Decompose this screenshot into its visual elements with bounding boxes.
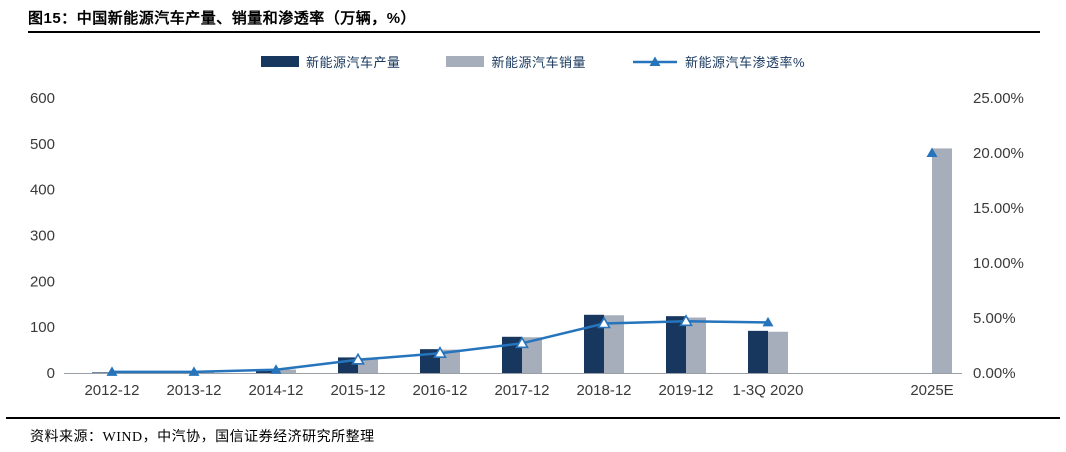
bar-production-2018-12 xyxy=(584,314,604,373)
bar-sales-1-3Q-2020 xyxy=(768,331,788,373)
penetration-marker-2017-12 xyxy=(515,336,529,349)
penetration-marker-1-3Q-2020 xyxy=(762,316,774,327)
legend-label-sales: 新能源汽车销量 xyxy=(491,55,586,70)
bar-sales-2019-12 xyxy=(686,317,706,373)
line-triangle-swatch-icon xyxy=(632,56,677,66)
right-axis-tick: 15.00% xyxy=(973,200,1024,217)
x-axis-label: 2017-12 xyxy=(494,382,549,399)
x-axis-label: 2015-12 xyxy=(330,382,385,399)
x-axis-label: 2012-12 xyxy=(84,382,139,399)
left-axis-tick: 0 xyxy=(47,365,55,382)
bar-sales-2018-12 xyxy=(604,315,624,373)
title-divider xyxy=(28,31,1040,33)
right-axis-tick: 10.00% xyxy=(973,255,1024,272)
x-axis-label: 2016-12 xyxy=(412,382,467,399)
right-axis-tick: 25.00% xyxy=(973,90,1024,107)
penetration-marker-2018-12 xyxy=(597,316,611,329)
legend-item-penetration: 新能源汽车渗透率% xyxy=(632,52,805,71)
x-axis-label: 2019-12 xyxy=(658,382,713,399)
penetration-marker-2016-12 xyxy=(433,346,447,358)
x-axis-label: 1-3Q 2020 xyxy=(733,382,804,399)
figure-number: 图15： xyxy=(28,10,77,27)
left-axis-tick: 200 xyxy=(30,273,55,290)
right-axis-tick: 0.00% xyxy=(973,365,1016,382)
right-axis-tick: 5.00% xyxy=(973,310,1016,327)
legend-label-penetration: 新能源汽车渗透率% xyxy=(684,55,806,70)
production-bar-swatch-icon xyxy=(260,56,299,67)
source-note: 资料来源：WIND，中汽协，国信证券经济研究所整理 xyxy=(30,430,375,445)
bar-production-2019-12 xyxy=(666,316,686,373)
penetration-marker-2019-12 xyxy=(679,314,693,327)
x-axis-label: 2018-12 xyxy=(576,382,631,399)
left-axis-tick: 100 xyxy=(30,319,55,336)
left-axis-tick: 300 xyxy=(30,228,55,245)
figure-title-text: 中国新能源汽车产量、销量和渗透率（万辆，%） xyxy=(76,10,417,27)
penetration-marker-2013-12 xyxy=(188,366,200,376)
penetration-marker-2025E xyxy=(926,147,938,157)
legend-label-production: 新能源汽车产量 xyxy=(305,55,401,70)
bar-sales-2025E xyxy=(932,148,952,373)
bar-production-1-3Q-2020 xyxy=(748,330,768,373)
x-axis-label: 2013-12 xyxy=(166,382,221,399)
legend-item-production: 新能源汽车产量 xyxy=(260,52,401,71)
figure-title: 图15：中国新能源汽车产量、销量和渗透率（万辆，%） xyxy=(28,7,416,28)
bar-production-2012-12 xyxy=(92,372,112,373)
left-axis-tick: 400 xyxy=(30,182,55,199)
bar-sales-2014-12 xyxy=(276,369,296,373)
chart-plot-area: 0 100 200 300 400 500 600 0.00% 5.00% 10.00% 15.00… xyxy=(30,90,1024,399)
x-axis-label: 2014-12 xyxy=(248,382,303,399)
sales-bar-swatch-icon xyxy=(446,56,485,67)
left-axis-tick: 600 xyxy=(30,90,55,107)
x-axis-label: 2025E xyxy=(910,382,953,399)
right-axis-tick: 20.00% xyxy=(973,145,1024,162)
legend-item-sales: 新能源汽车销量 xyxy=(446,52,586,71)
penetration-marker-2015-12 xyxy=(351,352,365,365)
bottom-divider xyxy=(6,417,1060,419)
penetration-marker-2012-12 xyxy=(106,366,118,376)
left-axis-tick: 500 xyxy=(30,136,55,153)
penetration-marker-2014-12 xyxy=(270,364,282,374)
chart-legend: 新能源汽车产量 新能源汽车销量 新能源汽车渗透率% xyxy=(0,52,1066,71)
